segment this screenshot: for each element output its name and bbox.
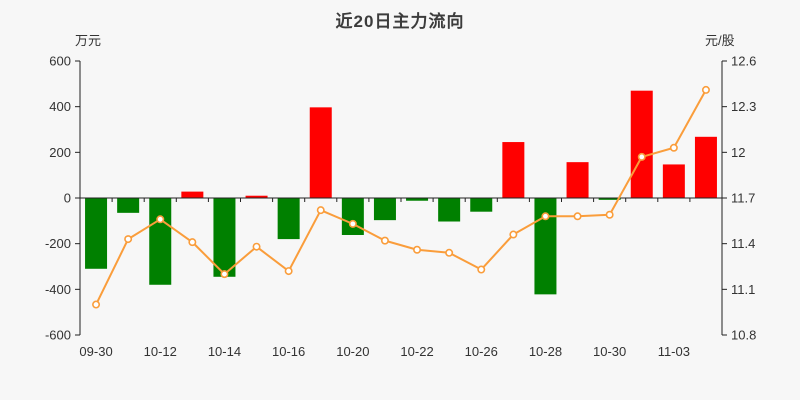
price-point-10-21[interactable] [380, 236, 389, 245]
x-axis-date-label: 10-28 [529, 344, 562, 359]
price-point-09-30[interactable] [92, 300, 101, 309]
price-point-10-26[interactable] [477, 265, 486, 274]
flow-bar-11-02[interactable] [630, 90, 653, 198]
left-axis-tick-label: 200 [49, 145, 71, 160]
price-point-10-12[interactable] [156, 215, 165, 224]
right-axis-unit-label: 元/股 [705, 33, 735, 48]
flow-bar-10-12[interactable] [149, 198, 172, 285]
left-axis-tick-label: -600 [45, 328, 71, 343]
flow-bar-10-27[interactable] [502, 142, 525, 198]
flow-bar-09-30[interactable] [85, 198, 108, 269]
x-axis-date-label: 10-20 [336, 344, 369, 359]
price-point-10-27[interactable] [509, 230, 518, 239]
flow-bar-10-22[interactable] [406, 198, 429, 201]
price-point-10-22[interactable] [413, 245, 422, 254]
x-axis-date-label: 10-14 [208, 344, 241, 359]
price-point-10-29[interactable] [573, 212, 582, 221]
x-axis-date-label: 10-30 [593, 344, 626, 359]
flow-bar-10-13[interactable] [181, 191, 204, 198]
left-axis-tick-label: 400 [49, 99, 71, 114]
right-axis-tick-label: 12.3 [731, 99, 756, 114]
flow-bar-10-21[interactable] [373, 198, 396, 221]
x-axis-date-label: 11-03 [658, 344, 690, 359]
flow-bar-10-19[interactable] [309, 107, 332, 198]
x-axis-date-label: 10-22 [400, 344, 433, 359]
x-axis-date-label: 10-12 [144, 344, 177, 359]
price-point-11-02[interactable] [637, 152, 646, 161]
price-point-10-28[interactable] [541, 212, 550, 221]
x-axis-date-label: 09-30 [79, 344, 112, 359]
flow-bar-10-28[interactable] [534, 198, 557, 295]
flow-bar-11-03[interactable] [662, 164, 685, 198]
price-point-10-23[interactable] [445, 248, 454, 257]
price-point-10-19[interactable] [316, 206, 325, 215]
left-axis-tick-label: 0 [64, 191, 71, 206]
price-point-11-04[interactable] [701, 85, 710, 94]
flow-bar-11-04[interactable] [694, 136, 717, 198]
price-point-10-16[interactable] [284, 267, 293, 276]
left-axis-tick-label: -200 [45, 236, 71, 251]
chart-title: 近20日主力流向 [335, 12, 465, 31]
flow-bar-10-23[interactable] [438, 198, 461, 222]
flow-bar-10-15[interactable] [245, 195, 268, 198]
left-axis-tick-label: 600 [49, 54, 71, 69]
flow-bar-10-30[interactable] [598, 198, 621, 200]
right-axis-tick-label: 11.1 [731, 282, 755, 297]
price-point-10-14[interactable] [220, 270, 229, 279]
flow-bar-10-14[interactable] [213, 198, 236, 277]
right-axis-tick-label: 12.6 [731, 54, 756, 69]
x-axis-date-label: 10-16 [272, 344, 305, 359]
right-axis-tick-label: 11.4 [731, 236, 755, 251]
x-axis-date-label: 10-26 [465, 344, 498, 359]
flow-bar-10-26[interactable] [470, 198, 493, 212]
flow-bar-10-29[interactable] [566, 162, 589, 198]
price-point-10-20[interactable] [348, 219, 357, 228]
price-point-11-03[interactable] [669, 143, 678, 152]
left-axis-unit-label: 万元 [75, 33, 102, 48]
flow-bar-10-20[interactable] [341, 198, 364, 235]
price-line [95, 88, 707, 306]
right-axis-tick-label: 11.7 [731, 191, 755, 206]
flow-bar-10-09[interactable] [117, 198, 140, 213]
price-point-10-09[interactable] [124, 235, 133, 244]
right-axis-tick-label: 10.8 [731, 328, 756, 343]
left-axis-tick-label: -400 [45, 282, 71, 297]
right-axis-tick-label: 12 [731, 145, 745, 160]
price-point-10-15[interactable] [252, 242, 261, 251]
price-point-10-30[interactable] [605, 210, 614, 219]
price-point-10-13[interactable] [188, 238, 197, 247]
flow-bar-10-16[interactable] [277, 198, 300, 240]
